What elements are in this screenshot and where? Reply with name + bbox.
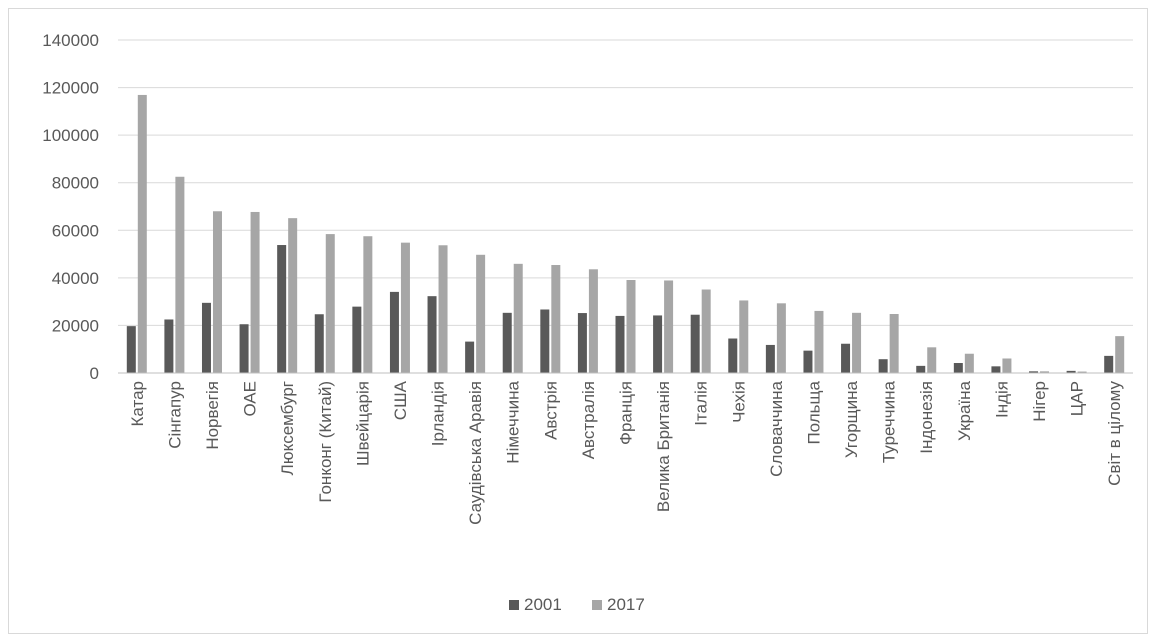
legend: 2001 2017 xyxy=(509,595,645,614)
bar-2001-23 xyxy=(991,366,1001,373)
bar-2017-12 xyxy=(588,269,598,373)
y-tick-label: 60000 xyxy=(52,221,99,240)
bar-2001-16 xyxy=(728,338,738,373)
x-tick-label: Німеччина xyxy=(504,380,523,463)
bar-2017-16 xyxy=(739,300,749,373)
bar-2001-1 xyxy=(164,319,174,373)
gridlines xyxy=(118,39,1133,326)
x-tick-label: США xyxy=(391,380,410,420)
bar-2001-8 xyxy=(427,296,437,373)
bar-2001-19 xyxy=(841,343,851,373)
x-tick-label: Чехія xyxy=(729,381,748,423)
x-tick-label: Італія xyxy=(692,381,711,426)
bar-2017-19 xyxy=(852,312,862,373)
bar-2001-2 xyxy=(201,302,211,373)
x-tick-label: Норвегія xyxy=(203,381,222,450)
bar-2017-15 xyxy=(701,289,711,373)
bar-2001-11 xyxy=(540,309,550,373)
x-tick-label: Швейцарія xyxy=(353,381,372,466)
legend-swatch-2017 xyxy=(592,600,602,610)
bar-2017-18 xyxy=(814,310,824,373)
bar-2017-23 xyxy=(1002,358,1012,373)
legend-label-2017: 2017 xyxy=(607,595,645,614)
bar-2001-7 xyxy=(389,291,399,373)
x-tick-label: Ірландія xyxy=(429,381,448,446)
x-tick-label: Індія xyxy=(992,381,1011,418)
bar-2001-15 xyxy=(690,314,700,373)
bar-2017-14 xyxy=(664,280,674,373)
bar-2017-5 xyxy=(325,234,335,373)
bar-2001-3 xyxy=(239,324,249,373)
bar-2017-6 xyxy=(363,236,373,373)
bar-2017-2 xyxy=(212,211,222,373)
bar-2001-12 xyxy=(577,313,587,373)
y-tick-label: 140000 xyxy=(42,31,99,50)
x-tick-label: ЦАР xyxy=(1068,381,1087,416)
bar-2017-0 xyxy=(137,94,147,373)
bar-2017-17 xyxy=(776,303,786,373)
bar-2017-10 xyxy=(513,263,523,373)
bar-2001-25 xyxy=(1066,370,1076,373)
bar-2001-10 xyxy=(502,312,512,373)
bar-2017-8 xyxy=(438,245,448,373)
bar-2001-0 xyxy=(126,326,136,373)
y-tick-label: 0 xyxy=(90,364,99,383)
x-tick-label: Сінгапур xyxy=(165,381,184,449)
bar-2001-26 xyxy=(1104,355,1114,373)
bar-2017-13 xyxy=(626,279,636,373)
bar-2001-24 xyxy=(1029,371,1039,373)
bar-2001-14 xyxy=(653,315,663,373)
bar-2017-7 xyxy=(400,242,410,373)
bar-2017-26 xyxy=(1115,336,1125,373)
bar-2001-4 xyxy=(277,245,287,373)
bar-2001-13 xyxy=(615,315,625,373)
bar-2001-9 xyxy=(465,341,475,373)
x-tick-label: Україна xyxy=(955,380,974,440)
x-tick-label: Нігер xyxy=(1030,381,1049,422)
bar-2001-18 xyxy=(803,350,813,373)
legend-label-2001: 2001 xyxy=(524,595,562,614)
x-tick-label: Гонконг (Китай) xyxy=(316,381,335,503)
y-axis-ticks: 0 20000 40000 60000 80000 100000 120000 140000 xyxy=(42,31,99,383)
bar-2017-21 xyxy=(927,347,937,373)
y-tick-label: 120000 xyxy=(42,79,99,98)
bar-2017-25 xyxy=(1077,371,1087,373)
x-tick-label: Велика Британія xyxy=(654,381,673,512)
x-axis-labels: Катар Сінгапур Норвегія ОАЕ Люксембург Гонкон… xyxy=(128,380,1124,524)
x-tick-label: Австралія xyxy=(579,381,598,459)
legend-swatch-2001 xyxy=(509,600,519,610)
x-tick-label: Словаччина xyxy=(767,380,786,476)
x-tick-label: Угорщина xyxy=(842,380,861,458)
x-tick-label: Австрія xyxy=(541,381,560,440)
bar-2017-22 xyxy=(964,353,974,373)
x-tick-label: Світ в цілому xyxy=(1105,381,1124,486)
y-tick-label: 40000 xyxy=(52,269,99,288)
bar-2017-3 xyxy=(250,211,260,373)
y-tick-label: 100000 xyxy=(42,126,99,145)
bar-2001-17 xyxy=(765,344,775,373)
x-tick-label: Туреччина xyxy=(880,380,899,463)
bar-2017-24 xyxy=(1040,371,1050,373)
x-tick-label: Франція xyxy=(617,381,636,445)
y-tick-label: 80000 xyxy=(52,174,99,193)
bar-2001-21 xyxy=(916,365,926,373)
bars xyxy=(126,94,1125,373)
x-tick-label: Катар xyxy=(128,381,147,427)
bar-2001-22 xyxy=(953,363,963,373)
bar-2001-5 xyxy=(314,314,324,373)
x-tick-label: Польща xyxy=(804,380,823,444)
bar-2017-9 xyxy=(476,254,486,373)
y-tick-label: 20000 xyxy=(52,316,99,335)
x-tick-label: Люксембург xyxy=(278,381,297,475)
bar-2017-4 xyxy=(288,218,298,373)
x-tick-label: ОАЕ xyxy=(241,381,260,417)
bar-2001-20 xyxy=(878,359,888,373)
x-tick-label: Індонезія xyxy=(917,381,936,454)
bar-2017-11 xyxy=(551,265,561,373)
bar-2001-6 xyxy=(352,306,362,373)
bar-2017-20 xyxy=(889,314,899,373)
bar-2017-1 xyxy=(175,176,185,373)
x-tick-label: Саудівська Аравія xyxy=(466,381,485,525)
